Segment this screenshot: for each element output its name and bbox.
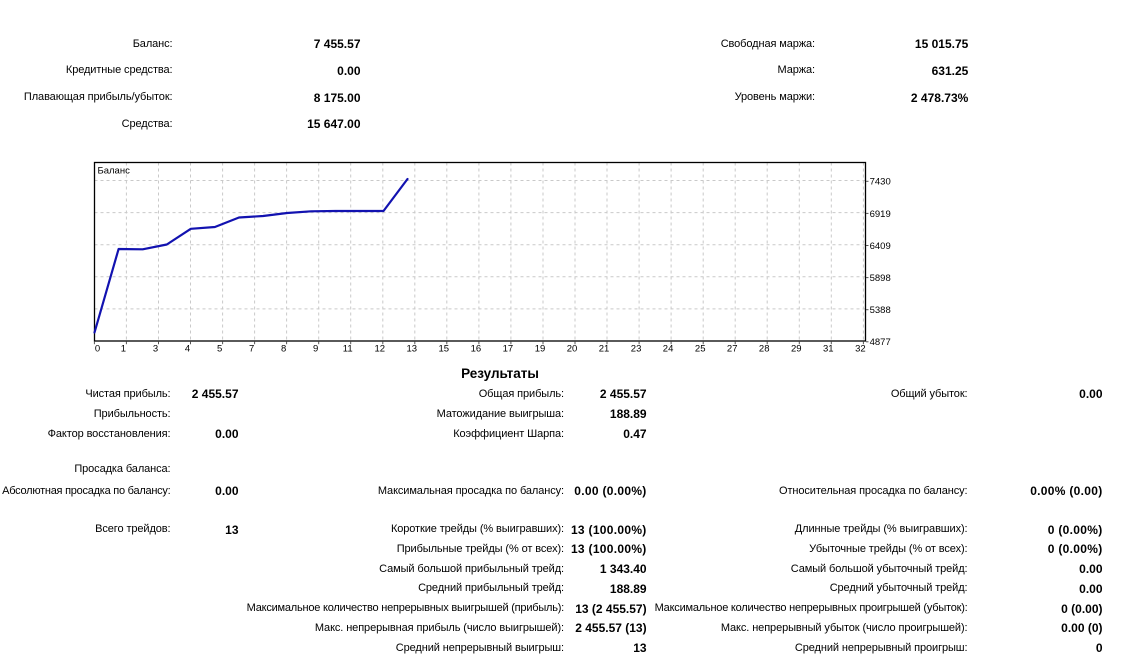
svg-text:32: 32 (855, 344, 866, 355)
svg-text:11: 11 (343, 344, 353, 355)
svg-text:5: 5 (217, 344, 222, 355)
svg-text:25: 25 (695, 344, 706, 355)
svg-text:3: 3 (153, 344, 158, 355)
svg-text:23: 23 (631, 344, 642, 355)
svg-text:4: 4 (185, 344, 190, 355)
svg-text:6919: 6919 (870, 209, 891, 220)
svg-text:1: 1 (121, 344, 126, 355)
svg-text:12: 12 (375, 344, 386, 355)
svg-text:7430: 7430 (870, 177, 891, 188)
svg-text:8: 8 (281, 344, 286, 355)
svg-text:20: 20 (567, 344, 578, 355)
svg-text:Баланс: Баланс (98, 166, 131, 177)
svg-text:28: 28 (759, 344, 770, 355)
svg-text:4877: 4877 (870, 337, 891, 348)
svg-text:24: 24 (663, 344, 674, 355)
svg-text:27: 27 (727, 344, 738, 355)
svg-text:29: 29 (791, 344, 802, 355)
svg-text:16: 16 (471, 344, 482, 355)
svg-text:9: 9 (313, 344, 318, 355)
svg-text:0: 0 (95, 344, 100, 355)
svg-text:21: 21 (599, 344, 610, 355)
svg-text:17: 17 (503, 344, 514, 355)
svg-text:5898: 5898 (870, 273, 891, 284)
svg-text:6409: 6409 (870, 241, 891, 252)
svg-text:15: 15 (439, 344, 450, 355)
svg-text:19: 19 (535, 344, 546, 355)
svg-text:5388: 5388 (870, 305, 891, 316)
svg-text:31: 31 (823, 344, 834, 355)
svg-text:7: 7 (249, 344, 254, 355)
svg-text:13: 13 (407, 344, 418, 355)
